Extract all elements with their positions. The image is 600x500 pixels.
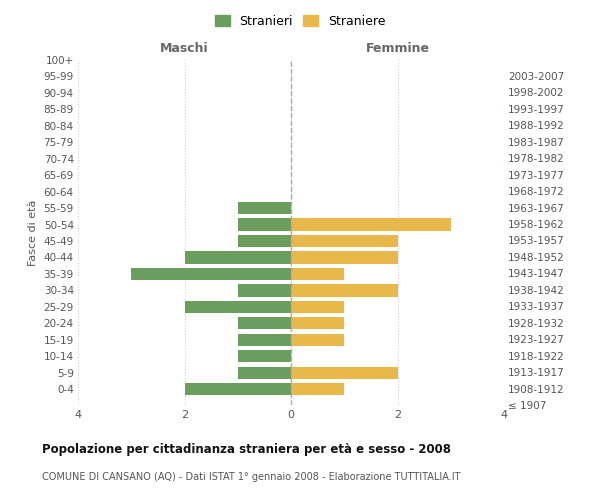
Bar <box>291 366 398 379</box>
Bar <box>238 284 291 296</box>
Text: COMUNE DI CANSANO (AQ) - Dati ISTAT 1° gennaio 2008 - Elaborazione TUTTITALIA.IT: COMUNE DI CANSANO (AQ) - Dati ISTAT 1° g… <box>42 472 461 482</box>
Bar <box>291 383 344 396</box>
Y-axis label: Fasce di età: Fasce di età <box>28 200 38 266</box>
Bar <box>238 218 291 231</box>
Bar <box>185 383 291 396</box>
Bar <box>291 317 344 330</box>
Legend: Stranieri, Straniere: Stranieri, Straniere <box>211 11 389 32</box>
Bar <box>238 366 291 379</box>
Bar <box>291 268 344 280</box>
Bar <box>238 202 291 214</box>
Bar <box>238 235 291 247</box>
Bar <box>291 300 344 313</box>
Bar <box>238 334 291 346</box>
Bar <box>291 218 451 231</box>
Bar <box>238 350 291 362</box>
Bar <box>238 317 291 330</box>
Bar <box>131 268 291 280</box>
Bar <box>291 284 398 296</box>
Bar <box>291 235 398 247</box>
Bar <box>291 334 344 346</box>
Bar <box>185 300 291 313</box>
Y-axis label: Anni di nascita: Anni di nascita <box>599 191 600 274</box>
Bar <box>185 252 291 264</box>
Text: Popolazione per cittadinanza straniera per età e sesso - 2008: Popolazione per cittadinanza straniera p… <box>42 442 451 456</box>
Bar <box>291 252 398 264</box>
